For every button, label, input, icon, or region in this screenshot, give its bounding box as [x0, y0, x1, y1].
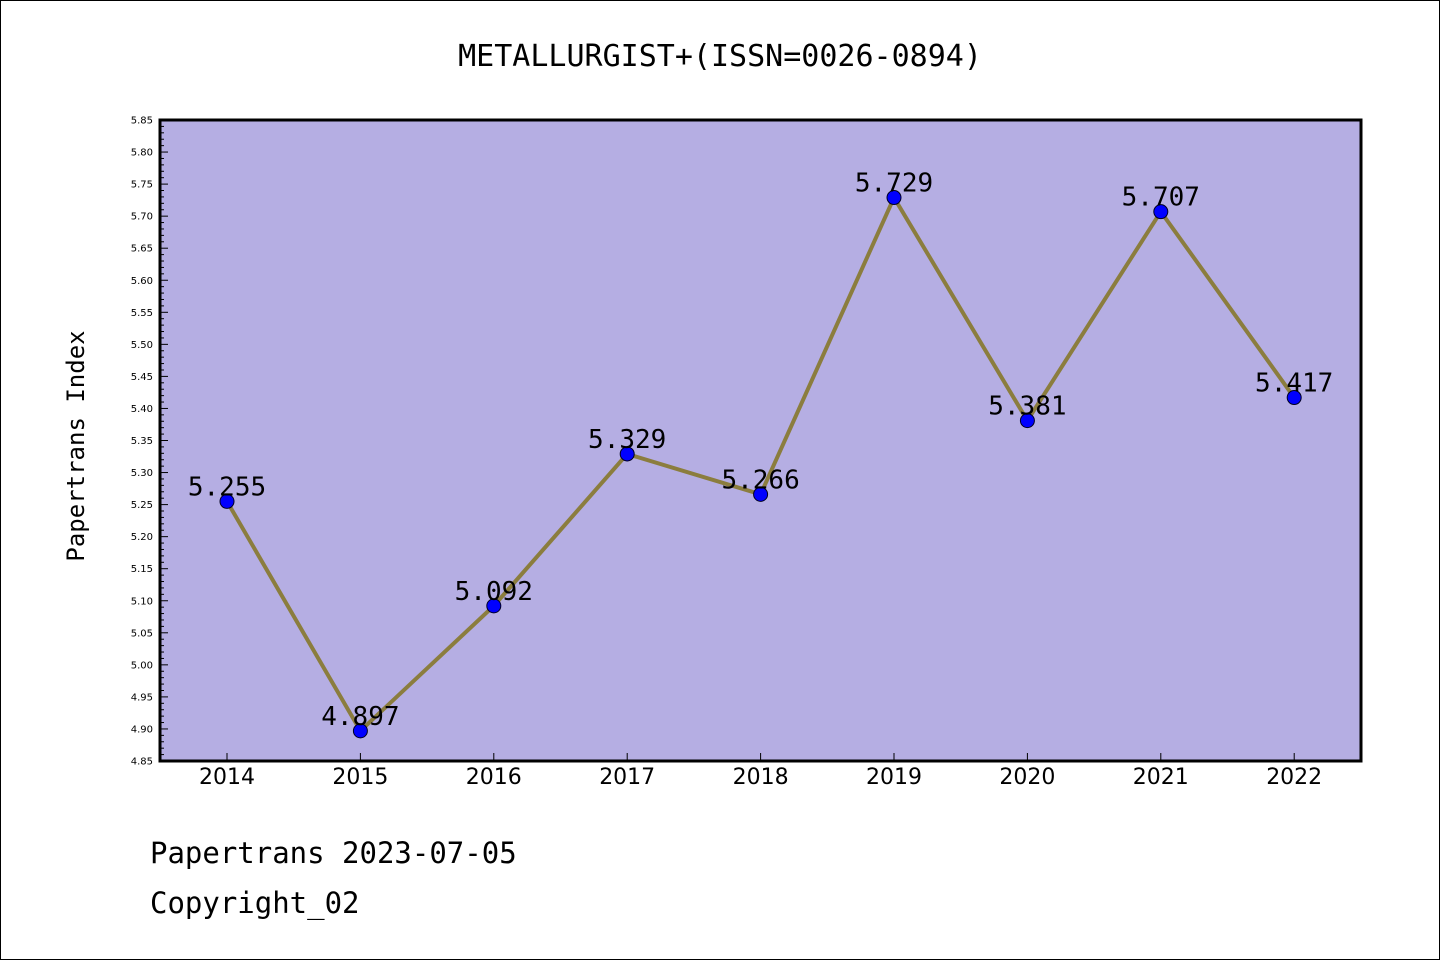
- y-tick-label: 4.85: [131, 757, 153, 768]
- data-point-2014: [219, 493, 235, 509]
- y-tick-label: 4.90: [131, 724, 153, 735]
- footer-copyright: Copyright_02: [150, 886, 360, 920]
- y-axis: 4.85 4.90 4.95 5.00 5.05 5.10 5.15 5.20 5.25 5.30…: [131, 116, 168, 768]
- data-point-2019: [886, 190, 902, 206]
- data-point-2022: [1286, 390, 1302, 406]
- data-label-2020: 5.381: [988, 392, 1066, 422]
- data-point-2017: [619, 446, 635, 462]
- data-label-2015: 4.897: [321, 702, 399, 732]
- x-tick-label: 2021: [1133, 765, 1189, 790]
- data-label-2021: 5.707: [1122, 183, 1200, 213]
- data-label-2019: 5.729: [855, 169, 933, 199]
- x-tick-label: 2018: [733, 765, 789, 790]
- y-tick-label: 5.55: [131, 308, 153, 319]
- x-tick-label: 2020: [999, 765, 1055, 790]
- plot-area: [158, 118, 1363, 763]
- y-tick-label: 5.05: [131, 628, 153, 639]
- y-tick-label: 5.80: [131, 148, 153, 159]
- y-tick-label: 5.10: [131, 596, 153, 607]
- y-tick-label: 5.65: [131, 244, 153, 255]
- x-tick-label: 2015: [332, 765, 388, 790]
- data-label-2018: 5.266: [721, 465, 799, 495]
- data-point-2016: [486, 598, 502, 614]
- y-tick-label: 4.95: [131, 692, 153, 703]
- data-point-2018: [753, 486, 769, 502]
- data-label-2014: 5.255: [188, 472, 266, 502]
- series-group: 5.255 4.897 5.092 5.329 5.266 5.729 5.381 5.707…: [188, 169, 1333, 739]
- x-tick-label: 2014: [199, 765, 255, 790]
- y-tick-label: 5.35: [131, 436, 153, 447]
- y-tick-label: 5.85: [131, 116, 153, 127]
- data-label-2016: 5.092: [455, 577, 533, 607]
- x-tick-label: 2016: [466, 765, 522, 790]
- x-axis: 2014 2015 2016 2017 2018 2019 2020 2021 2022: [199, 753, 1322, 790]
- y-tick-label: 5.50: [131, 340, 153, 351]
- data-point-2020: [1019, 413, 1035, 429]
- y-tick-label: 5.15: [131, 564, 153, 575]
- y-tick-label: 5.70: [131, 212, 153, 223]
- chart-title: METALLURGIST+(ISSN=0026-0894): [458, 39, 982, 74]
- y-tick-label: 5.75: [131, 180, 153, 191]
- y-axis-label: Papertrans Index: [62, 330, 90, 561]
- data-label-2017: 5.329: [588, 425, 666, 455]
- y-tick-label: 5.00: [131, 660, 153, 671]
- x-tick-label: 2019: [866, 765, 922, 790]
- data-point-2015: [352, 723, 368, 739]
- x-tick-label: 2017: [599, 765, 655, 790]
- y-tick-label: 5.20: [131, 532, 153, 543]
- y-tick-label: 5.45: [131, 372, 153, 383]
- x-tick-label: 2022: [1266, 765, 1322, 790]
- y-tick-label: 5.60: [131, 276, 153, 287]
- footer-date: Papertrans 2023-07-05: [150, 836, 517, 870]
- y-tick-label: 5.40: [131, 404, 153, 415]
- y-tick-label: 5.25: [131, 500, 153, 511]
- data-point-2021: [1153, 204, 1169, 220]
- data-label-2022: 5.417: [1255, 369, 1333, 399]
- y-tick-label: 5.30: [131, 468, 153, 479]
